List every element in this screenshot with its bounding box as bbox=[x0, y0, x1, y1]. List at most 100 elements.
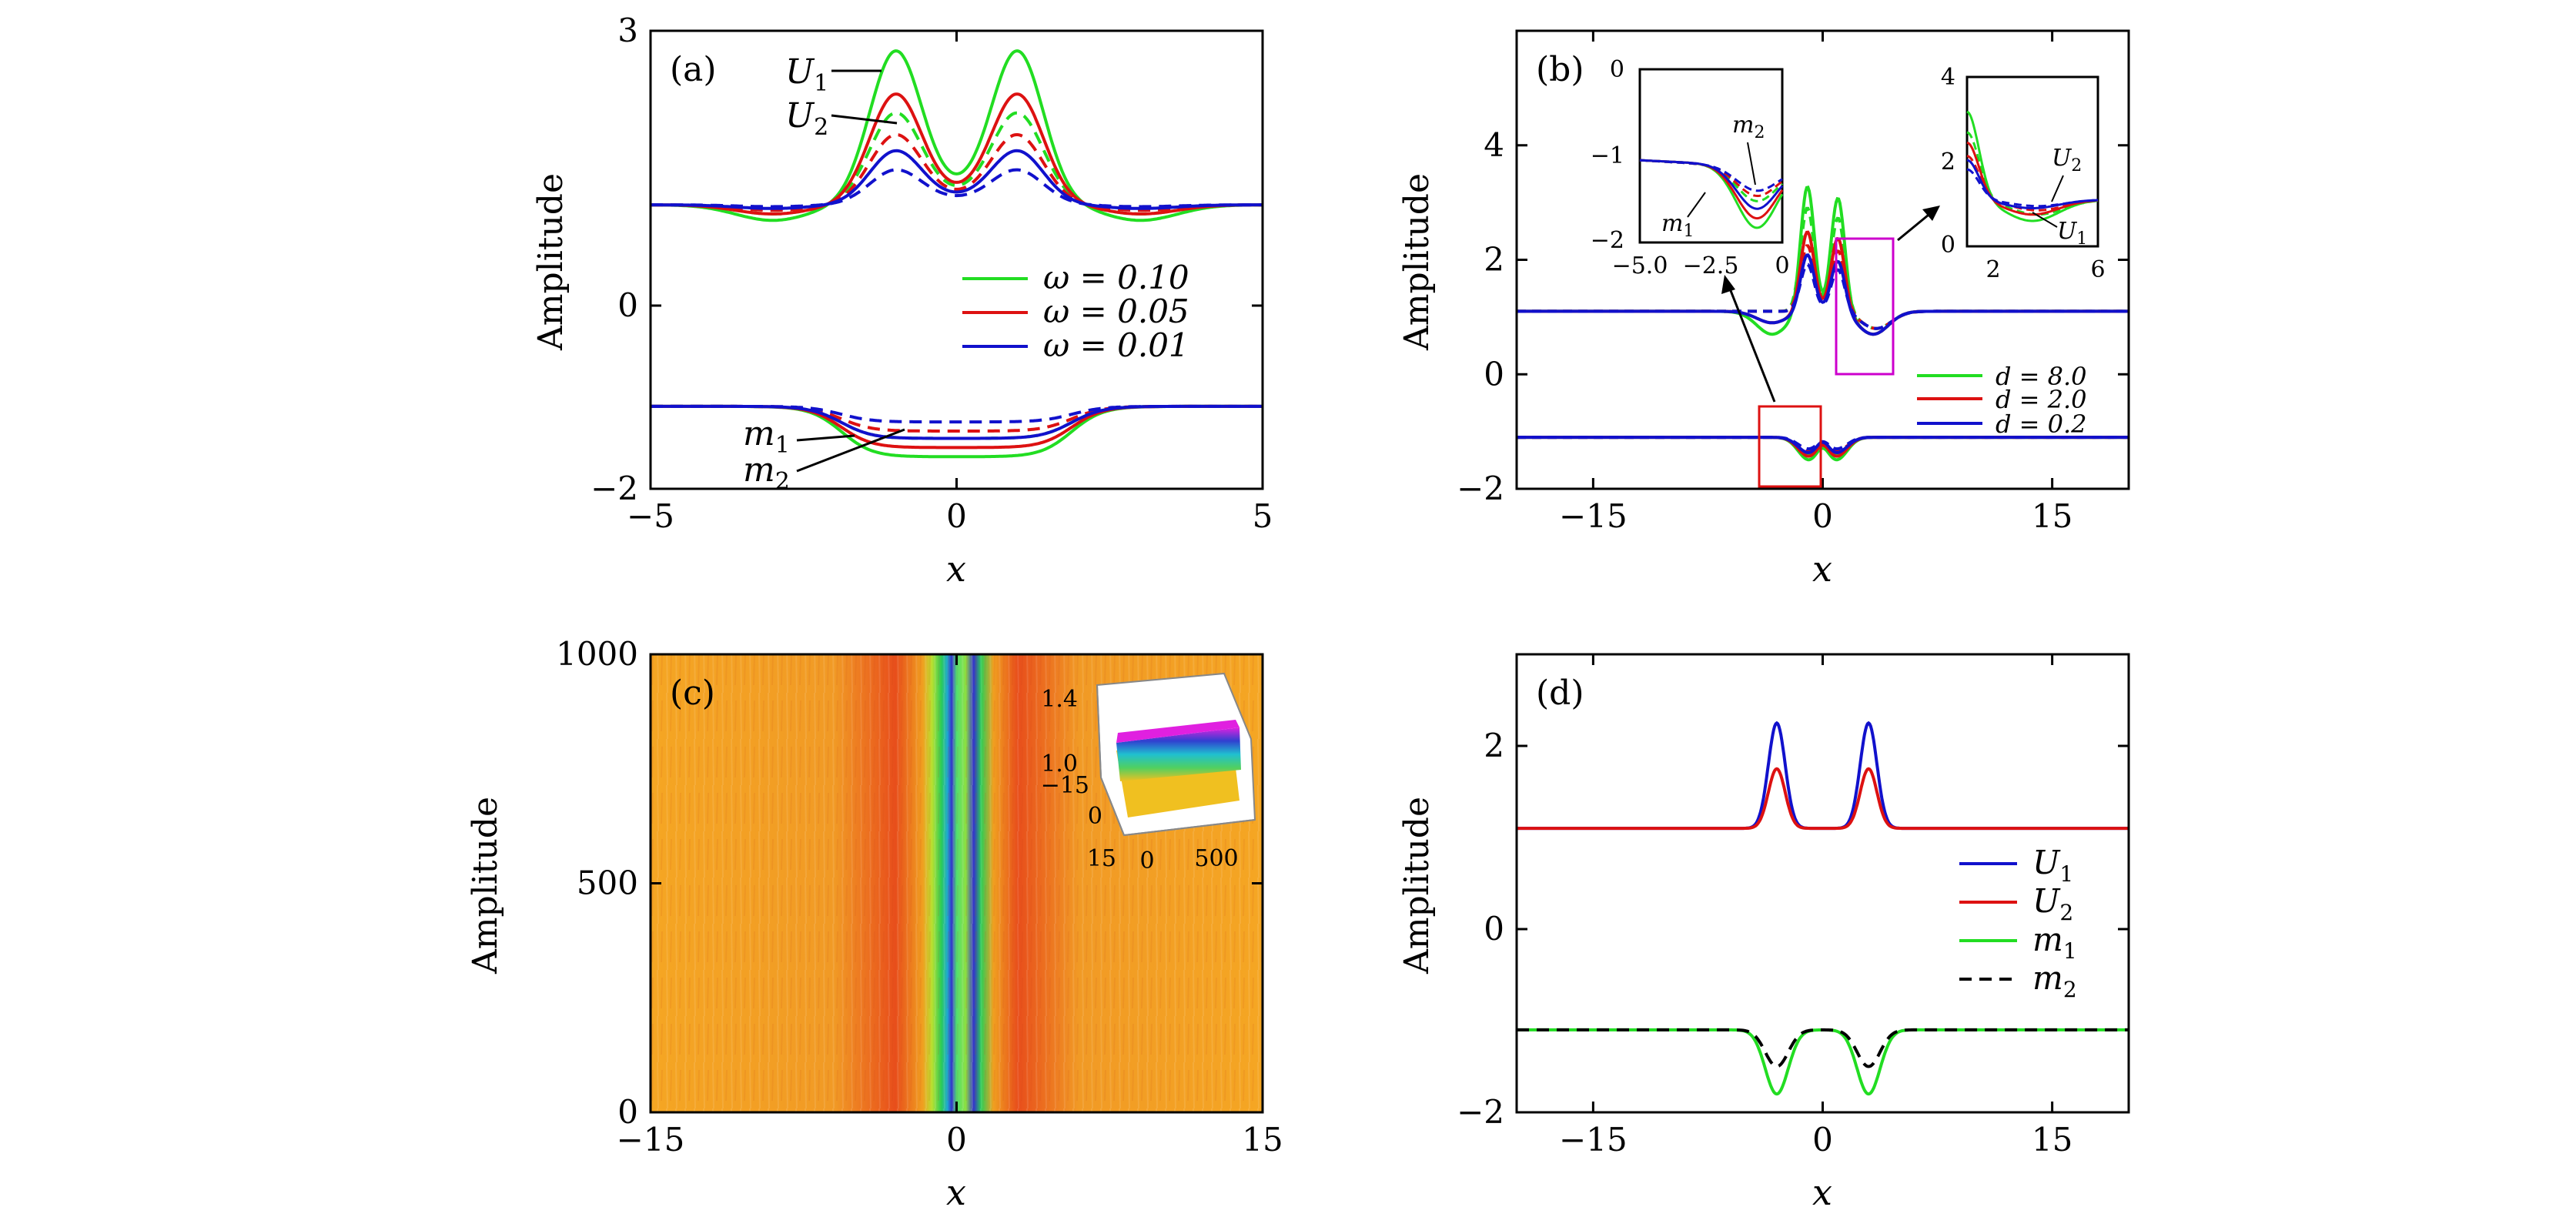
panel-a-series-4-U1 bbox=[651, 149, 1263, 210]
panel-b-xtick-label-0: −15 bbox=[1559, 497, 1628, 535]
panel-b-ticks: −15 0 15 −2 0 2 4 bbox=[1457, 31, 2129, 535]
inset-3d-xtick-2: 15 bbox=[1087, 845, 1116, 872]
inset-left: 0 −1 −2 −5.0 −2.5 0 m2 m1 bbox=[1591, 56, 1790, 279]
panel-d-xtick-label-2: 15 bbox=[2032, 1121, 2073, 1158]
panel-a-legend: ω = 0.10 ω = 0.05 ω = 0.01 bbox=[962, 259, 1189, 364]
legend-b-label-0: d = 8.0 bbox=[1996, 362, 2087, 391]
panel-d-ytick-label-2: 2 bbox=[1484, 727, 1504, 764]
panel-a-series-1-U2 bbox=[651, 111, 1263, 216]
panel-b-ytick-label-2: 2 bbox=[1484, 241, 1504, 279]
legend-a-label-1: ω = 0.05 bbox=[1043, 293, 1189, 330]
inset-3d-axis-z bbox=[1096, 684, 1102, 778]
inset-3d-ztick-0: 1.4 bbox=[1041, 686, 1078, 713]
inset-left-ytick-0: 0 bbox=[1610, 56, 1624, 83]
inset-3d-ttick-1: 500 bbox=[1194, 845, 1238, 872]
panel-d-xtick-label-0: −15 bbox=[1559, 1121, 1628, 1158]
panel-a-ticks: −5 0 5 −2 0 3 bbox=[590, 12, 1273, 535]
zoom-box-right bbox=[1835, 237, 1895, 376]
panel-d-ytick-label-0: −2 bbox=[1457, 1093, 1504, 1131]
panel-b-U2-series-1 bbox=[1517, 244, 2129, 330]
annotation-u1: U1 bbox=[785, 52, 828, 97]
arrow-left-line bbox=[1727, 284, 1776, 403]
inset-right-xtick-1: 6 bbox=[2090, 256, 2105, 283]
panel-d: −15 0 15 −2 0 2 (d) Amplitude x U1 U2 m1 m2 bbox=[1397, 653, 2130, 1213]
inset-right-curves bbox=[1966, 110, 2099, 222]
inset-3d: 1.4 1.0 −15 0 15 0 500 bbox=[1041, 672, 1256, 874]
annotation-u2-line bbox=[831, 114, 898, 125]
inset-left-ytick-2: −2 bbox=[1591, 227, 1624, 254]
inset-3d-axis-t bbox=[1123, 819, 1256, 836]
inset-right-ann-u1-line bbox=[2032, 212, 2058, 228]
panel-b-ytick-label-0: −2 bbox=[1457, 470, 1504, 507]
inset-3d-ztick-1: 1.0 bbox=[1041, 751, 1078, 777]
inset-left-m1-2 bbox=[1639, 159, 1784, 210]
inset-left-ann-m2-line bbox=[1747, 142, 1756, 186]
panel-d-legend: U1 U2 m1 m2 bbox=[1959, 844, 2077, 1002]
arrow-right-line bbox=[1897, 210, 1933, 242]
panel-b-U2-series-2 bbox=[1517, 262, 2129, 330]
legend-b-label-2: d = 0.2 bbox=[1996, 410, 2087, 439]
inset-left-xtick-1: −2.5 bbox=[1683, 252, 1739, 279]
panel-b-ylabel: Amplitude bbox=[1397, 173, 1437, 351]
inset-arrows bbox=[1721, 206, 1940, 403]
legend-d-label-1: U2 bbox=[2032, 882, 2073, 925]
panel-b-xtick-label-2: 15 bbox=[2032, 497, 2073, 535]
annotation-m1-line bbox=[796, 434, 855, 442]
inset-right-ytick-2: 0 bbox=[1941, 232, 1955, 259]
legend-b-label-1: d = 2.0 bbox=[1996, 385, 2087, 414]
panel-a-xtick-label-0: −5 bbox=[627, 497, 674, 535]
panel-c-xtick-label-0: −15 bbox=[617, 1121, 685, 1158]
inset-3d-xtick-1: 0 bbox=[1088, 803, 1102, 830]
inset-left-xtick-2: 0 bbox=[1775, 252, 1789, 279]
inset-3d-axis-x bbox=[1100, 777, 1125, 836]
panel-b-xtick-label-1: 0 bbox=[1812, 497, 1833, 535]
panel-b-xlabel: x bbox=[1812, 548, 1832, 590]
panel-d-series-m2 bbox=[1517, 1028, 2129, 1068]
panel-c-ylabel: Amplitude bbox=[466, 797, 505, 975]
panel-b-ytick-label-3: 4 bbox=[1484, 126, 1504, 164]
panel-c-ytick-label-0: 0 bbox=[617, 1093, 638, 1131]
panel-a-label: (a) bbox=[670, 50, 717, 89]
panel-a-ylabel: Amplitude bbox=[531, 173, 570, 351]
annotation-u2: U2 bbox=[785, 96, 828, 141]
panel-c-ytick-label-1: 500 bbox=[577, 864, 638, 902]
panel-b-m2-series-1 bbox=[1517, 436, 2129, 453]
panel-a: −5 0 5 −2 0 3 (a) Amplitude x U1 U2 m1 m2 ω =… bbox=[531, 12, 1273, 590]
panel-b-curves bbox=[1517, 186, 2129, 462]
inset-left-m2-2 bbox=[1639, 159, 1783, 192]
panel-b-ytick-label-1: 0 bbox=[1484, 355, 1504, 393]
panel-d-series-m1 bbox=[1517, 1028, 2129, 1096]
panel-c-xlabel: x bbox=[946, 1172, 966, 1213]
panel-a-xlabel: x bbox=[946, 548, 966, 590]
panel-a-ytick-label-0: −2 bbox=[590, 470, 638, 507]
panel-a-xtick-label-2: 5 bbox=[1253, 497, 1273, 535]
legend-a-label-2: ω = 0.01 bbox=[1043, 326, 1189, 364]
panel-a-series-2-U1 bbox=[651, 92, 1263, 216]
panel-d-ylabel: Amplitude bbox=[1397, 797, 1437, 975]
inset-right: 4 2 0 2 6 U2 U1 bbox=[1941, 64, 2106, 283]
panel-b-legend: d = 8.0 d = 2.0 d = 0.2 bbox=[1917, 362, 2087, 439]
inset-right-u1-0 bbox=[1966, 110, 2099, 222]
inset-right-ytick-1: 2 bbox=[1941, 149, 1955, 176]
inset-right-u2-2 bbox=[1966, 168, 2098, 208]
legend-d-label-3: m2 bbox=[2032, 959, 2077, 1002]
inset-3d-surface bbox=[1116, 727, 1241, 781]
panel-c-xtick-label-2: 15 bbox=[1242, 1121, 1283, 1158]
arrow-right-head bbox=[1922, 206, 1940, 221]
annotation-m2-line bbox=[796, 428, 905, 473]
inset-3d-ttick-0: 0 bbox=[1139, 848, 1154, 874]
legend-a-label-0: ω = 0.10 bbox=[1043, 259, 1189, 296]
zoom-box-left bbox=[1758, 405, 1822, 488]
inset-3d-crest bbox=[1116, 720, 1239, 743]
panel-c-xtick-label-1: 0 bbox=[946, 1121, 967, 1158]
panel-a-ytick-label-2: 3 bbox=[617, 12, 638, 49]
inset-3d-xtick-0: −15 bbox=[1041, 772, 1089, 799]
inset-right-ann-u2-line bbox=[2051, 175, 2064, 202]
panel-a-series-0-U1 bbox=[651, 49, 1263, 222]
panel-d-ticks: −15 0 15 −2 0 2 bbox=[1457, 654, 2129, 1158]
inset-right-frame bbox=[1965, 75, 2099, 248]
inset-right-ytick-0: 4 bbox=[1941, 64, 1955, 91]
